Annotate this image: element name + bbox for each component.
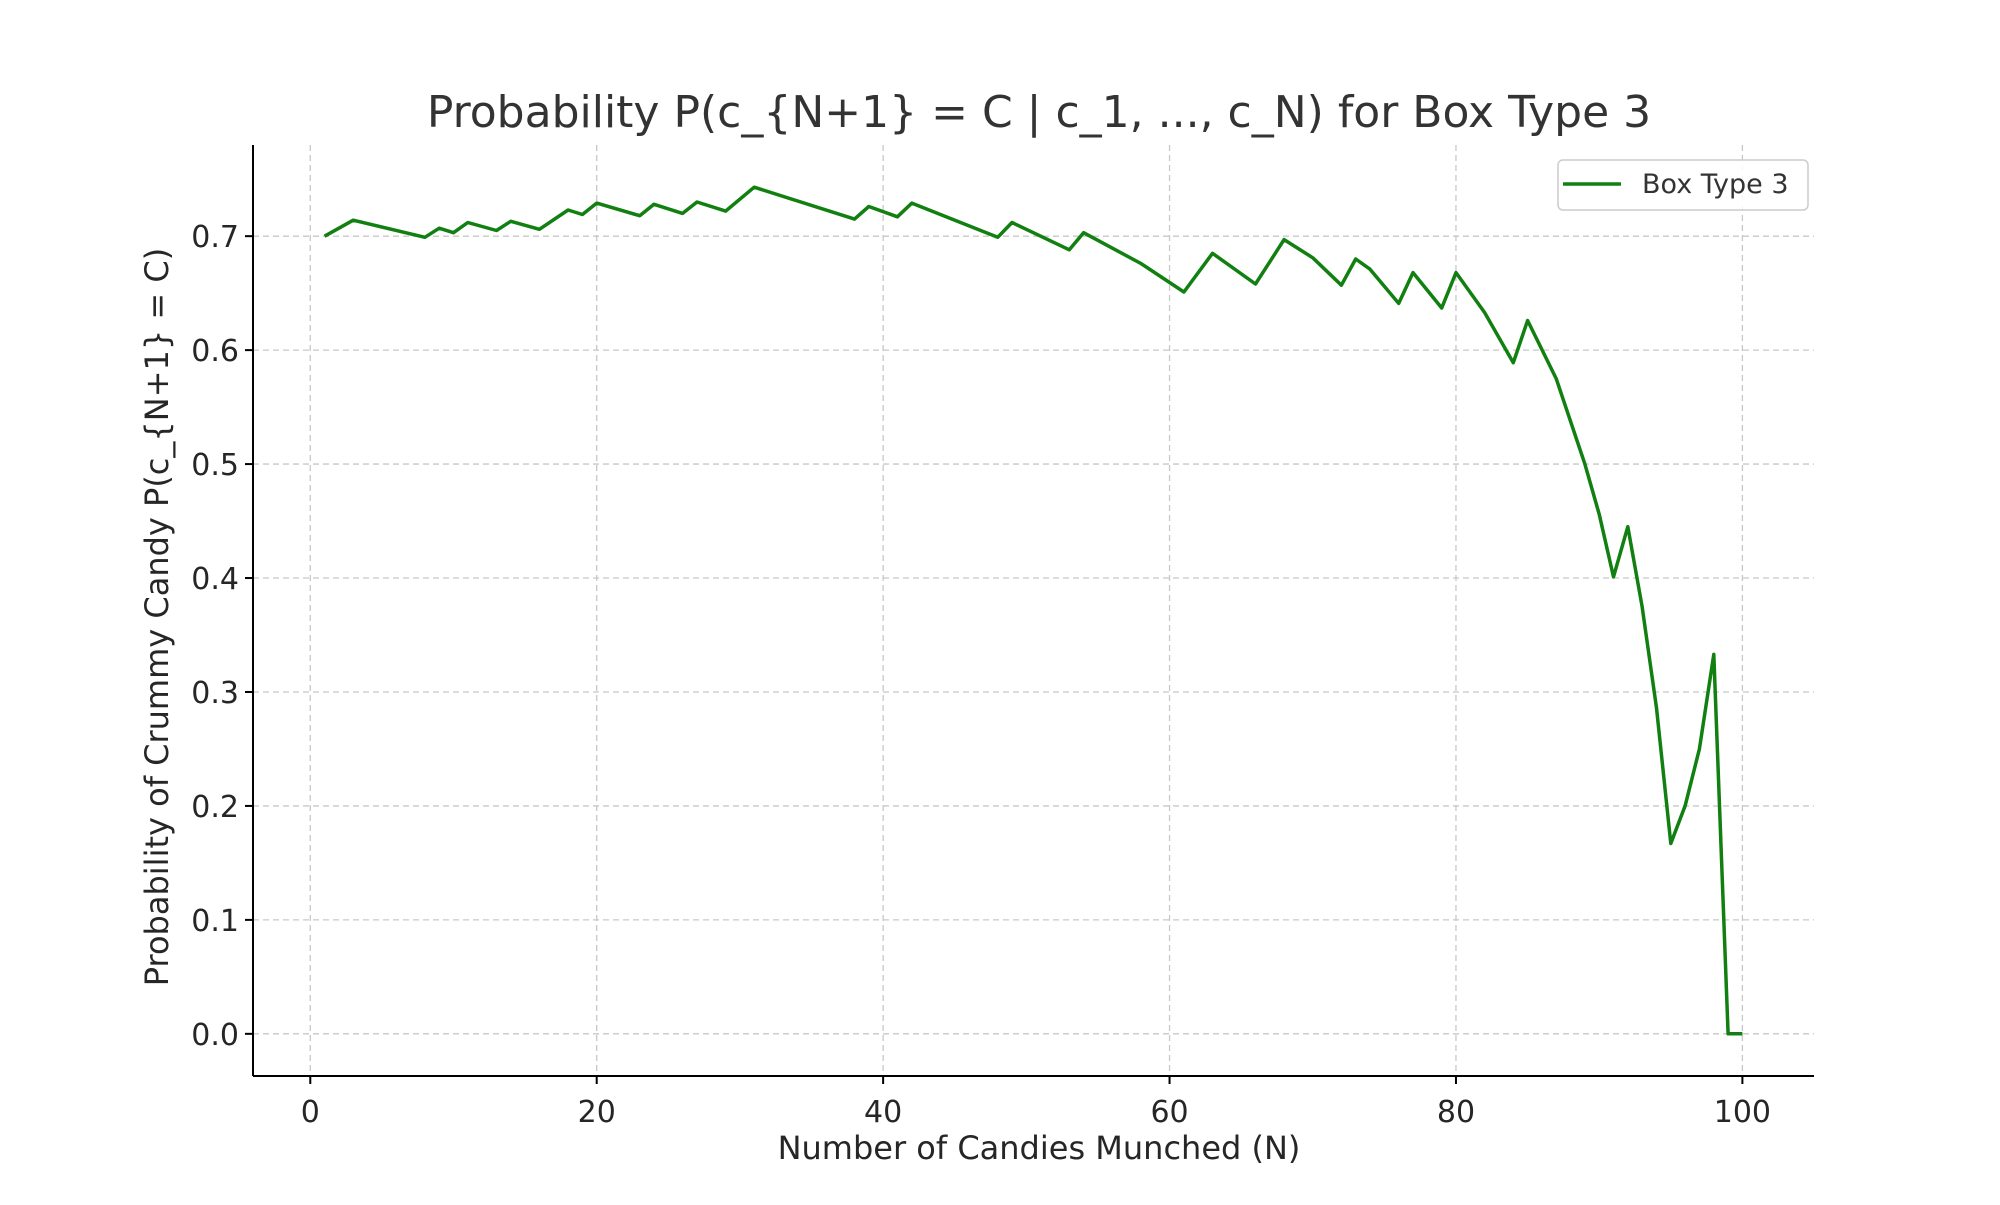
y-tick-label: 0.0 bbox=[191, 1018, 239, 1053]
x-axis-ticks: 0 20 40 60 80 100 bbox=[301, 1076, 1771, 1130]
legend-label: Box Type 3 bbox=[1642, 169, 1789, 200]
y-axis-ticks: 0.0 0.1 0.2 0.3 0.4 0.5 0.6 0.7 bbox=[191, 220, 253, 1053]
x-tick-label: 60 bbox=[1150, 1095, 1188, 1130]
y-tick-label: 0.2 bbox=[191, 790, 239, 825]
grid-lines bbox=[253, 145, 1814, 1076]
legend-box bbox=[1557, 159, 1809, 211]
x-tick-label: 80 bbox=[1437, 1095, 1475, 1130]
x-axis-title: Number of Candies Munched (N) bbox=[778, 1129, 1301, 1167]
y-tick-label: 0.6 bbox=[191, 334, 239, 369]
y-tick-label: 0.5 bbox=[191, 448, 239, 483]
y-tick-label: 0.4 bbox=[191, 562, 239, 597]
y-tick-label: 0.7 bbox=[191, 220, 239, 255]
chart-title: Probability P(c_{N+1} = C | c_1, ..., c_… bbox=[427, 87, 1651, 138]
y-axis-title: Probability of Crummy Candy P(c_{N+1} = … bbox=[138, 248, 176, 986]
x-tick-label: 100 bbox=[1714, 1095, 1771, 1130]
x-tick-label: 40 bbox=[864, 1095, 902, 1130]
series-group bbox=[323, 185, 1743, 1036]
series-line-box-type-3 bbox=[323, 185, 1743, 1036]
axes bbox=[252, 145, 1814, 1077]
y-tick-label: 0.1 bbox=[191, 904, 239, 939]
x-tick-label: 0 bbox=[301, 1095, 320, 1130]
y-tick-label: 0.3 bbox=[191, 676, 239, 711]
legend: Box Type 3 bbox=[1557, 159, 1809, 211]
x-tick-label: 20 bbox=[578, 1095, 616, 1130]
